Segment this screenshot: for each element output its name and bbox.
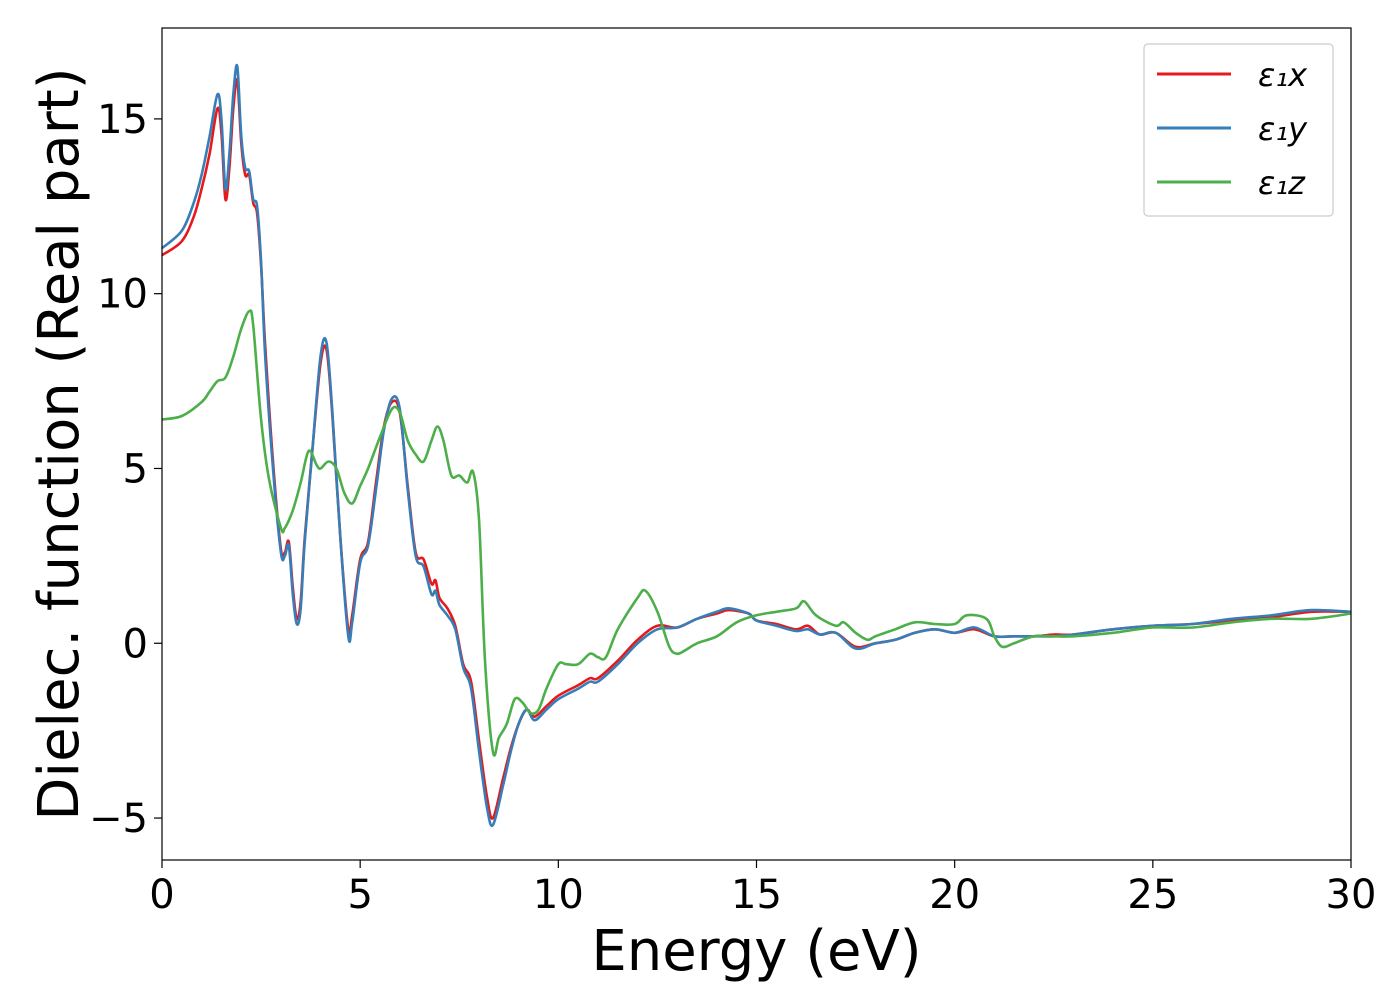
legend-label-2: ε₁z <box>1258 164 1306 202</box>
y-tick-label: 0 <box>123 621 148 667</box>
x-axis-title: Energy (eV) <box>591 919 921 984</box>
y-axis-title: Dielec. function (Real part) <box>27 67 92 820</box>
y-tick-label: 10 <box>97 272 148 318</box>
y-tick-label: 5 <box>123 446 148 492</box>
series-line-2 <box>161 309 1352 757</box>
x-axis: 0 5 10 15 20 25 30 <box>149 860 1376 918</box>
legend-label-1: ε₁y <box>1258 110 1308 148</box>
x-tick-label: 5 <box>347 872 372 918</box>
x-tick-label: 25 <box>1127 872 1178 918</box>
series-line-1 <box>161 63 1352 828</box>
legend-box <box>1143 43 1334 217</box>
x-tick-label: 15 <box>731 872 782 918</box>
x-tick-label: 20 <box>929 872 980 918</box>
legend-label-0: ε₁x <box>1258 56 1308 94</box>
plot-lines <box>161 63 1352 828</box>
y-tick-label: 15 <box>97 97 148 143</box>
x-tick-label: 10 <box>533 872 584 918</box>
y-axis: −5 0 5 10 15 <box>89 97 162 842</box>
x-tick-label: 0 <box>149 872 174 918</box>
legend: ε₁x ε₁y ε₁z <box>1143 43 1334 217</box>
x-tick-label: 30 <box>1326 872 1377 918</box>
y-tick-label: −5 <box>89 796 148 842</box>
